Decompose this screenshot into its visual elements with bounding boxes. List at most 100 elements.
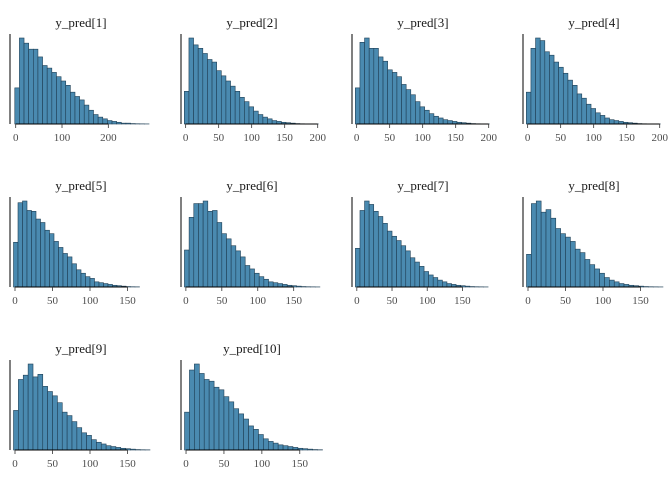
histogram-panel: y_pred[6] 0 50 100 150: [180, 178, 321, 307]
x-tick-label: 150: [632, 295, 649, 307]
histogram-bar: [368, 204, 375, 288]
histogram-bar: [267, 118, 273, 125]
histogram-bar: [359, 41, 365, 125]
histogram-bar: [76, 269, 82, 288]
histogram-bar: [396, 76, 402, 125]
histogram-bar: [13, 410, 19, 451]
histogram-bar: [423, 271, 429, 288]
histogram-bar: [53, 241, 59, 288]
histogram-bar: [85, 276, 91, 288]
histogram-bar: [199, 373, 205, 451]
histogram-bar: [89, 278, 95, 288]
histogram-bar: [604, 117, 610, 125]
histogram-bar: [244, 101, 250, 125]
histogram-bar: [282, 445, 289, 451]
histogram-bar: [221, 233, 227, 288]
histogram-bar: [86, 435, 92, 451]
histogram-bar: [91, 439, 97, 451]
histogram-bar: [302, 448, 309, 451]
histogram-panel: y_pred[8] 0 50 100 150: [522, 178, 664, 307]
x-tick-label: 50: [555, 132, 567, 144]
histogram-bar: [27, 363, 34, 451]
histogram-bar: [382, 60, 388, 125]
x-tick-label: 150: [618, 132, 635, 144]
histogram-bar: [184, 411, 190, 451]
histogram-bar: [218, 389, 225, 451]
histogram-bar: [544, 51, 550, 125]
x-tick-label: 0: [354, 295, 360, 307]
x-tick-label: 150: [119, 295, 136, 307]
histogram-bar: [594, 268, 600, 288]
histogram-bar: [446, 283, 452, 288]
histogram-bar: [581, 97, 587, 125]
x-tick-label: 50: [384, 132, 396, 144]
histogram-bar: [102, 118, 108, 125]
panel-title: y_pred[7]: [397, 178, 448, 193]
histogram-bar: [307, 448, 313, 451]
histogram-bar: [410, 257, 416, 288]
histogram-bar: [221, 75, 227, 125]
panel-title: y_pred[8]: [568, 178, 619, 193]
histogram-bar: [71, 263, 77, 288]
panel-title: y_pred[4]: [568, 15, 619, 30]
histogram-bar: [230, 85, 236, 125]
histogram-bar: [387, 69, 393, 125]
histogram-bar: [57, 402, 63, 451]
panel-title: y_pred[6]: [226, 178, 277, 193]
histogram-bar: [207, 59, 213, 125]
histogram-bar: [567, 79, 573, 125]
histogram-bar: [377, 216, 384, 288]
histogram-panel: y_pred[4] 0 50 100 150 200: [522, 15, 668, 144]
x-tick-label: 50: [47, 295, 59, 307]
histogram-bar: [202, 200, 209, 288]
histogram-bar: [419, 266, 425, 288]
histogram-bar: [216, 70, 222, 125]
histogram-bar: [244, 265, 251, 288]
histogram-bar: [223, 396, 230, 451]
histogram-bar: [355, 248, 361, 288]
histogram-bar: [93, 114, 99, 125]
histogram-bar: [277, 444, 284, 451]
histogram-bar: [382, 223, 388, 288]
histogram-bar: [355, 87, 361, 125]
histogram-bar: [535, 200, 542, 288]
histogram-bar: [253, 429, 259, 451]
histogram-bar: [240, 256, 246, 288]
histogram-bar: [545, 209, 552, 288]
histogram-bar: [70, 91, 76, 125]
histogram-bar: [202, 53, 208, 125]
x-tick-label: 0: [525, 132, 531, 144]
histogram-panel: y_pred[5] 0 50 100 150: [9, 178, 140, 307]
histogram-bar: [263, 278, 269, 288]
histogram-bar: [262, 116, 268, 125]
histogram-bar: [98, 282, 104, 288]
histogram-bar: [464, 285, 471, 288]
histogram-bar: [116, 121, 122, 125]
histogram-bar: [526, 254, 532, 288]
histogram-bar: [268, 281, 274, 288]
histogram-bar: [51, 72, 57, 125]
histogram-bar: [184, 91, 190, 125]
histogram-bar: [35, 218, 41, 288]
histogram-bar: [576, 93, 583, 125]
histogram-bar: [120, 122, 127, 125]
histogram-bar: [189, 369, 195, 451]
histogram-bar: [609, 119, 615, 125]
x-tick-label: 200: [651, 132, 668, 144]
histogram-bar: [58, 247, 64, 288]
histogram-bar: [228, 401, 235, 451]
histogram-bar: [432, 277, 439, 288]
histogram-bar: [424, 109, 430, 125]
x-tick-label: 50: [216, 295, 228, 307]
histogram-bar: [419, 106, 425, 125]
histogram-bar: [80, 272, 86, 288]
histogram-bar: [211, 61, 217, 125]
histogram-bar: [13, 241, 19, 288]
histogram-bar: [271, 120, 278, 125]
histogram-bar: [415, 101, 421, 125]
histogram-bar: [609, 279, 615, 288]
histogram-bar: [277, 283, 283, 288]
histogram-bar: [433, 115, 439, 125]
histogram-bar: [71, 421, 78, 451]
